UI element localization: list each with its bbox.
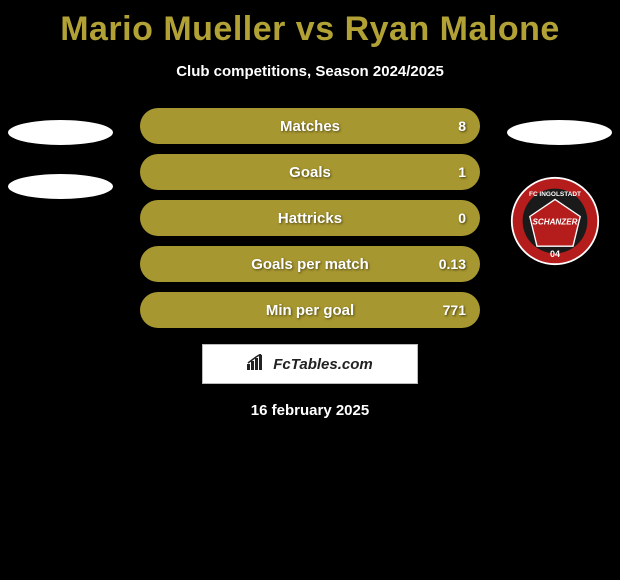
watermark[interactable]: FcTables.com bbox=[202, 344, 418, 384]
stat-value: 1 bbox=[458, 164, 466, 180]
date-label: 16 february 2025 bbox=[0, 402, 620, 419]
subtitle: Club competitions, Season 2024/2025 bbox=[0, 63, 620, 80]
stat-label: Min per goal bbox=[266, 302, 354, 319]
stat-label: Goals bbox=[289, 164, 331, 181]
chart-icon bbox=[247, 354, 267, 375]
stat-bar-hattricks: Hattricks 0 bbox=[140, 200, 480, 236]
stats-container: Matches 8 Goals 1 Hattricks 0 Goals per … bbox=[0, 108, 620, 328]
stat-bar-min-per-goal: Min per goal 771 bbox=[140, 292, 480, 328]
stat-value: 8 bbox=[458, 118, 466, 134]
stat-row: Goals per match 0.13 bbox=[0, 246, 620, 282]
stat-bar-goals: Goals 1 bbox=[140, 154, 480, 190]
watermark-text: FcTables.com bbox=[273, 356, 372, 373]
stat-value: 0.13 bbox=[439, 256, 466, 272]
stat-bar-goals-per-match: Goals per match 0.13 bbox=[140, 246, 480, 282]
stat-value: 771 bbox=[443, 302, 466, 318]
stat-label: Hattricks bbox=[278, 210, 342, 227]
stat-row: Goals 1 bbox=[0, 154, 620, 190]
stat-row: Hattricks 0 bbox=[0, 200, 620, 236]
stat-row: Matches 8 bbox=[0, 108, 620, 144]
stat-row: Min per goal 771 bbox=[0, 292, 620, 328]
stat-bar-matches: Matches 8 bbox=[140, 108, 480, 144]
page-title: Mario Mueller vs Ryan Malone bbox=[0, 0, 620, 49]
stat-label: Goals per match bbox=[251, 256, 369, 273]
stat-value: 0 bbox=[458, 210, 466, 226]
stat-label: Matches bbox=[280, 118, 340, 135]
